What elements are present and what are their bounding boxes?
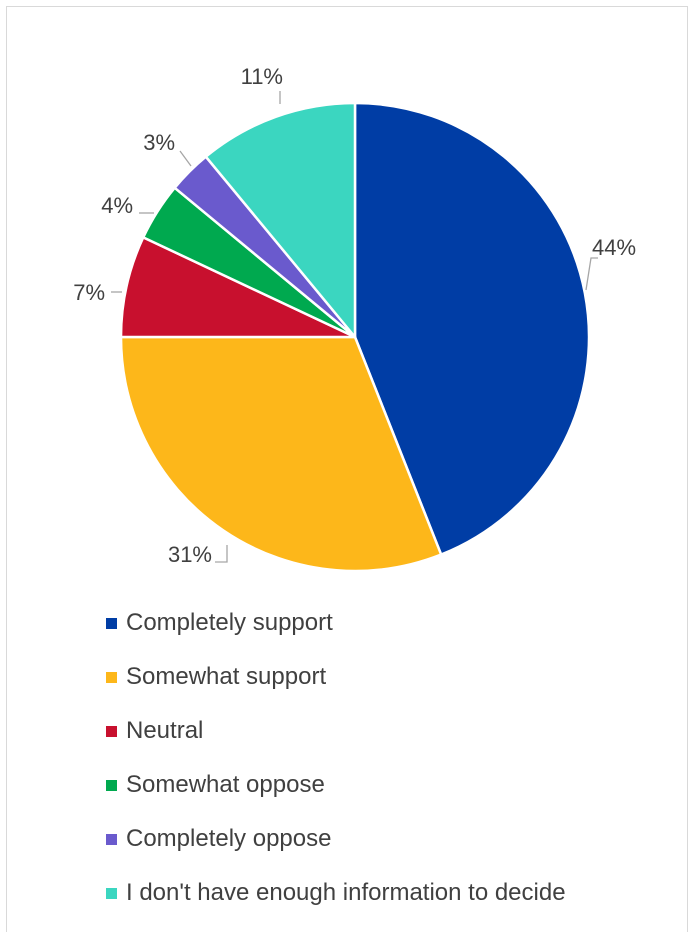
chart-frame: [6, 6, 688, 932]
legend-item: Neutral: [106, 704, 566, 758]
data-label-4: 4%: [101, 193, 133, 218]
leader-lines: [111, 91, 598, 563]
data-label-6: 11%: [241, 64, 283, 89]
legend-swatch: [106, 833, 117, 845]
pie-slice-completely-support: [353, 101, 591, 556]
leader-line-2: [215, 545, 228, 563]
data-labels: 44% 31% 7% 4% 3% 11%: [73, 64, 636, 567]
legend-swatch: [106, 725, 117, 737]
legend-label: Completely support: [126, 609, 333, 636]
legend-item: Somewhat oppose: [106, 758, 566, 812]
pie-slice-i-don-t-have-enough-information-to-decide: [204, 101, 357, 339]
legend: Completely support Somewhat support Neutra…: [106, 596, 566, 920]
legend-label: Somewhat support: [126, 663, 327, 690]
data-label-5: 3%: [143, 130, 175, 155]
pie-chart: 44% 31% 7% 4% 3% 11%: [73, 64, 636, 573]
legend-swatch: [106, 617, 117, 629]
pie-slice-somewhat-support: [119, 335, 443, 573]
legend-item: Somewhat support: [106, 650, 566, 704]
data-label-1: 44%: [592, 235, 636, 260]
legend-swatch: [106, 887, 117, 899]
legend-label: Somewhat oppose: [126, 771, 325, 798]
legend-label: Completely oppose: [126, 825, 332, 852]
pie-slices: [119, 101, 591, 573]
legend-swatch: [106, 779, 117, 791]
data-label-3: 7%: [73, 280, 105, 305]
legend-label: Neutral: [126, 717, 204, 744]
leader-line-1: [585, 257, 598, 291]
legend-label: I don't have enough information to decid…: [126, 879, 566, 906]
data-label-2: 31%: [168, 542, 212, 567]
legend-item: Completely oppose: [106, 812, 566, 866]
legend-item: I don't have enough information to decid…: [106, 866, 566, 920]
legend-swatch: [106, 671, 117, 683]
leader-line-5: [179, 150, 192, 167]
legend-item: Completely support: [106, 596, 566, 650]
pie-slice-neutral: [119, 236, 357, 339]
